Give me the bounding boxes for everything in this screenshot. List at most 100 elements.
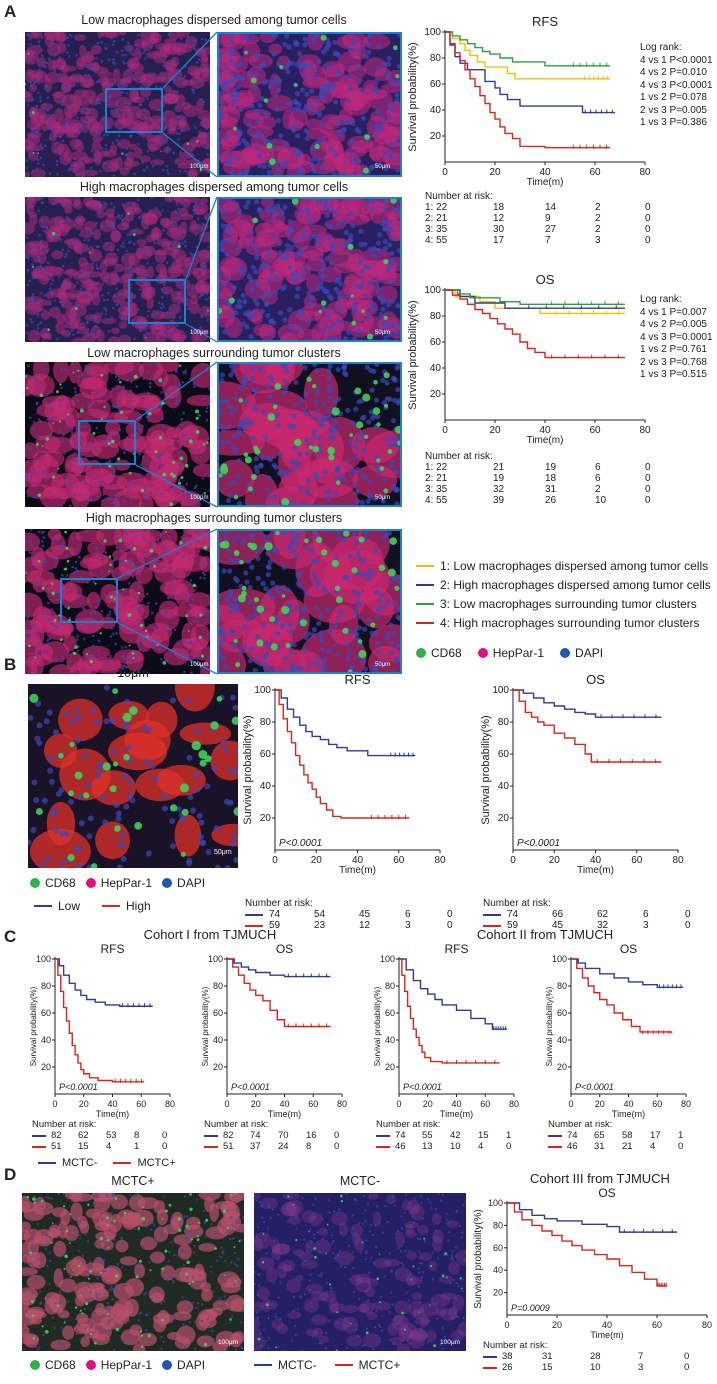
nucleus xyxy=(25,236,29,240)
nucleus xyxy=(333,419,340,426)
risk-cell: 45 xyxy=(552,920,564,931)
nucleus xyxy=(134,208,138,212)
nucleus xyxy=(299,272,305,278)
risk-header: Number at risk: xyxy=(548,1119,613,1130)
nucleus xyxy=(152,776,159,783)
nucleus xyxy=(203,612,207,615)
nucleus xyxy=(105,442,108,445)
nucleus xyxy=(244,579,250,585)
macrophage xyxy=(131,672,135,674)
nucleus xyxy=(75,1332,78,1336)
nucleus xyxy=(121,218,125,222)
nucleus xyxy=(167,171,170,175)
macrophage xyxy=(39,393,44,397)
nucleus xyxy=(219,50,223,57)
tissue-nest xyxy=(142,72,160,84)
nucleus xyxy=(326,64,332,70)
tissue-nest xyxy=(59,748,111,801)
nucleus xyxy=(212,1290,215,1293)
tissue-nest xyxy=(46,625,72,641)
nucleus xyxy=(118,216,122,220)
nucleus xyxy=(89,572,93,575)
nucleus xyxy=(309,295,315,301)
nucleus xyxy=(150,1297,154,1300)
nucleus xyxy=(202,397,206,401)
nucleus xyxy=(51,278,55,282)
nucleus xyxy=(87,1265,91,1268)
nucleus xyxy=(190,329,194,332)
macrophage xyxy=(52,422,55,424)
nucleus xyxy=(36,722,43,729)
nucleus xyxy=(119,833,126,840)
risk-cell: 0 xyxy=(685,909,691,920)
nucleus xyxy=(178,132,181,135)
tissue-nest xyxy=(43,450,65,467)
nucleus xyxy=(143,758,150,765)
nucleus xyxy=(233,1225,237,1228)
nucleus xyxy=(288,668,295,672)
nucleus xyxy=(130,448,133,452)
nucleus xyxy=(380,377,386,383)
nucleus xyxy=(193,47,196,50)
macrophage xyxy=(194,409,199,414)
tissue-nest xyxy=(128,143,138,150)
nucleus xyxy=(38,68,41,72)
nucleus xyxy=(182,371,185,374)
tissue-nest xyxy=(25,94,34,103)
a-os-logrank: Log rank: 4 vs 1 P=0.007 4 vs 2 P=0.005 … xyxy=(640,294,713,382)
nucleus xyxy=(127,41,130,45)
nucleus xyxy=(263,586,269,592)
nucleus xyxy=(230,694,237,701)
nucleus xyxy=(304,91,310,97)
nucleus xyxy=(236,209,242,216)
nucleus xyxy=(208,387,210,390)
nucleus xyxy=(203,1221,206,1225)
nucleus xyxy=(89,498,93,502)
tissue-nest xyxy=(202,268,210,279)
nucleus xyxy=(53,555,57,559)
tissue-nest xyxy=(146,296,154,310)
nucleus xyxy=(178,491,181,495)
tissue-nest xyxy=(190,605,207,618)
macrophage xyxy=(321,300,327,306)
nucleus xyxy=(72,1284,75,1287)
macrophage xyxy=(128,644,131,647)
nucleus xyxy=(61,545,65,549)
macrophage xyxy=(383,372,390,379)
macrophage xyxy=(154,450,158,454)
tissue-texture xyxy=(25,32,210,177)
nucleus xyxy=(84,364,87,368)
km-curve-MCTC- xyxy=(227,958,331,978)
risk-header: Number at risk: xyxy=(483,898,551,909)
b-os-risk-table: Number at risk: 74 66 62 6 0 59 45 32 3 0 xyxy=(483,898,695,931)
tissue-nest xyxy=(25,660,38,674)
nucleus xyxy=(60,103,64,106)
tissue-nest xyxy=(25,241,36,254)
nucleus xyxy=(242,299,248,305)
nucleus xyxy=(169,818,176,825)
nucleus xyxy=(296,452,303,458)
nucleus xyxy=(37,44,41,48)
nucleus xyxy=(120,1237,124,1240)
nucleus xyxy=(49,117,53,121)
nucleus xyxy=(205,132,208,136)
tissue-nest xyxy=(22,1254,37,1263)
macrophage xyxy=(350,294,354,298)
x-tick-label: 60 xyxy=(631,855,643,866)
nucleus xyxy=(294,462,300,468)
nucleus xyxy=(116,83,120,87)
nucleus xyxy=(124,645,128,649)
nucleus xyxy=(118,841,125,848)
nucleus xyxy=(58,859,65,866)
tissue-nest xyxy=(253,323,275,337)
nucleus xyxy=(184,536,188,540)
km-curve-4 xyxy=(445,31,610,149)
nucleus xyxy=(51,235,55,238)
nucleus xyxy=(165,390,168,393)
nucleus xyxy=(273,210,280,217)
nucleus xyxy=(101,282,105,286)
a-rfs-logrank-line: Log rank: xyxy=(640,42,682,53)
x-tick-label: 20 xyxy=(549,855,561,866)
nucleus xyxy=(327,407,333,414)
tissue-nest xyxy=(381,82,400,94)
